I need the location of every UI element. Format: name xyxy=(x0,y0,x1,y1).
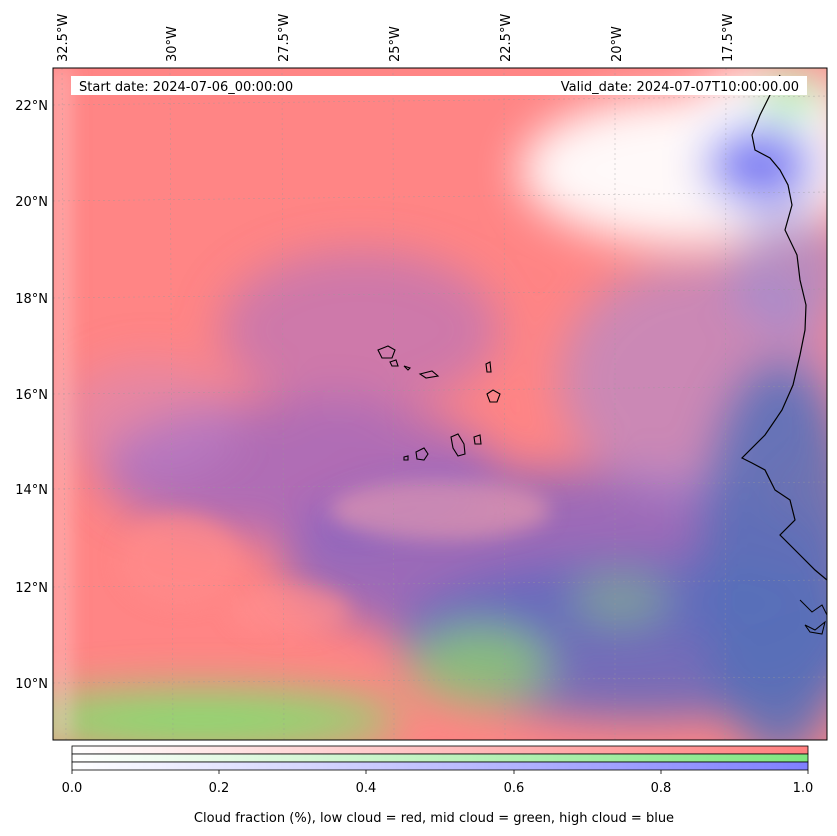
lon-label: 20°W xyxy=(610,26,625,62)
colorbar-tick: 0.0 xyxy=(62,781,83,796)
lon-label: 17.5°W xyxy=(721,14,736,62)
colorbar: 0.0 0.2 0.4 0.6 0.8 1.0 Cloud fraction (… xyxy=(62,745,814,826)
lat-label: 12°N xyxy=(15,581,48,596)
cape-verde-islands xyxy=(377,345,501,461)
valid-date-label: Valid_date: 2024-07-07T10:00:00.00 xyxy=(561,80,799,95)
cloud-field xyxy=(53,68,827,740)
lat-label: 22°N xyxy=(15,99,48,114)
lon-label: 27.5°W xyxy=(277,14,292,62)
lat-label: 14°N xyxy=(15,483,48,498)
lat-label: 10°N xyxy=(15,677,48,692)
lat-label: 20°N xyxy=(15,195,48,210)
colorbar-tick: 0.6 xyxy=(504,781,525,796)
colorbar-tick: 0.4 xyxy=(356,781,377,796)
coastline xyxy=(740,74,827,581)
date-header-box xyxy=(71,76,807,95)
lat-label: 16°N xyxy=(15,388,48,403)
lat-label: 18°N xyxy=(15,292,48,307)
lon-label: 30°W xyxy=(165,26,180,62)
lon-label: 25°W xyxy=(388,26,403,62)
lon-label: 22.5°W xyxy=(499,14,514,62)
colorbar-tick: 0.2 xyxy=(209,781,230,796)
colorbar-tick: 1.0 xyxy=(793,781,814,796)
colorbar-low-cloud xyxy=(71,745,809,755)
start-date-label: Start date: 2024-07-06_00:00:00 xyxy=(79,80,293,95)
colorbar-tick: 0.8 xyxy=(651,781,672,796)
colorbar-mid-cloud xyxy=(71,753,809,763)
colorbar-label: Cloud fraction (%), low cloud = red, mid… xyxy=(194,811,674,826)
colorbar-high-cloud xyxy=(71,761,809,771)
lon-label: 32.5°W xyxy=(56,14,71,62)
